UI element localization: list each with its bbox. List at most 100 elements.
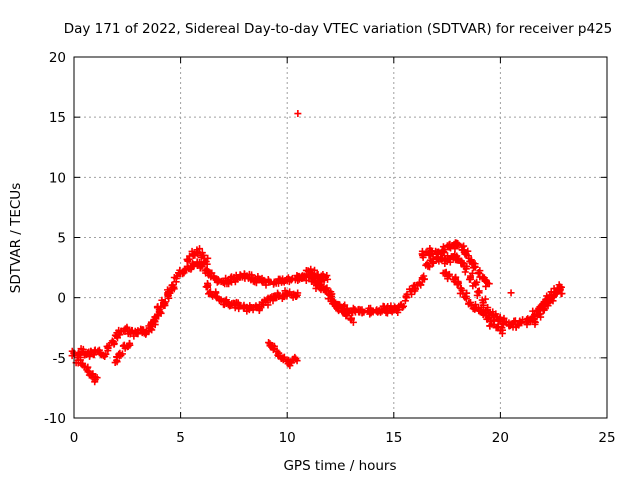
data-point-fill — [95, 346, 103, 354]
data-point-fill — [471, 263, 479, 271]
data-point-fill — [367, 309, 375, 317]
data-point-fill — [298, 272, 306, 280]
y-tick-label: -5 — [53, 351, 66, 367]
data-point-fill — [418, 274, 426, 282]
data-point-fill — [165, 294, 173, 302]
data-point-fill — [466, 275, 474, 283]
data-point-fill — [454, 279, 462, 287]
data-point-fill — [457, 257, 465, 265]
data-point-fill — [343, 309, 351, 317]
x-tick-label: 10 — [279, 430, 296, 446]
data-point-fill — [281, 287, 289, 295]
data-point-fill — [205, 290, 213, 298]
data-point-fill — [329, 300, 337, 308]
data-point-fill — [402, 293, 410, 301]
data-point-fill — [100, 351, 108, 359]
data-point-fill — [440, 248, 448, 256]
data-point-fill — [180, 269, 188, 277]
data-point-fill — [338, 307, 346, 315]
outlier-point — [507, 289, 515, 297]
data-point-fill — [123, 325, 131, 333]
data-point-fill — [243, 307, 251, 315]
outlier-point — [294, 110, 302, 118]
x-tick-label: 20 — [492, 430, 509, 446]
data-point-fill — [410, 282, 418, 290]
data-point-fill — [197, 261, 205, 269]
data-point-fill — [275, 350, 283, 358]
data-point-fill — [304, 267, 312, 275]
data-point-fill — [203, 260, 211, 268]
data-point-fill — [168, 286, 176, 294]
data-point-fill — [462, 263, 470, 271]
data-point-fill — [234, 299, 242, 307]
x-tick-label: 15 — [385, 430, 402, 446]
data-point-fill — [256, 303, 264, 311]
axis-ticks: 0 5 10 15 20 25 -10 -5 0 5 10 15 20 — [44, 50, 616, 446]
chart-title: Day 171 of 2022, Sidereal Day-to-day VTE… — [64, 21, 613, 37]
data-point-fill — [158, 296, 166, 304]
data-point-fill — [375, 307, 383, 315]
data-point-fill — [292, 293, 300, 301]
data-point-fill — [531, 320, 539, 328]
data-point-fill — [487, 317, 495, 325]
data-point-fill — [90, 351, 98, 359]
data-point-fill — [149, 320, 157, 328]
data-point-fill — [492, 310, 500, 318]
data-point-fill — [538, 301, 546, 309]
data-point-fill — [126, 341, 134, 349]
data-point-fill — [94, 347, 102, 355]
data-point-fill — [77, 345, 85, 353]
data-point-fill — [535, 311, 543, 319]
data-point-fill — [358, 309, 366, 317]
data-point-fill — [444, 273, 452, 281]
x-tick-label: 0 — [70, 430, 79, 446]
data-point-fill — [295, 275, 303, 283]
y-tick-label: -10 — [44, 411, 66, 427]
data-point-fill — [316, 284, 324, 292]
data-point-fill — [198, 249, 206, 257]
data-point-fill — [260, 301, 268, 309]
data-point-fill — [433, 254, 441, 262]
data-point-fill — [264, 277, 272, 285]
grid-lines — [74, 57, 607, 418]
data-point-fill — [154, 304, 162, 312]
data-point-fill — [269, 346, 277, 354]
data-points — [68, 110, 566, 386]
data-point-fill — [285, 359, 293, 367]
data-point-fill — [204, 281, 212, 289]
data-point-fill — [93, 374, 101, 382]
data-point-fill — [262, 281, 270, 289]
data-point-fill — [460, 248, 468, 256]
data-point-fill — [498, 329, 506, 337]
data-point-fill — [274, 289, 282, 297]
data-point-fill — [496, 313, 504, 321]
data-point-fill — [465, 299, 473, 307]
data-point-fill — [473, 278, 481, 286]
data-point-fill — [550, 292, 558, 300]
y-tick-label: 0 — [57, 291, 66, 307]
data-point-fill — [172, 278, 180, 286]
data-point-fill — [321, 286, 329, 294]
data-point-fill — [464, 247, 472, 255]
x-axis-label: GPS time / hours — [283, 458, 396, 474]
data-point-fill — [333, 304, 341, 312]
data-point-fill — [423, 260, 431, 268]
data-point-fill — [471, 305, 479, 313]
data-point-fill — [84, 368, 92, 376]
data-point-fill — [219, 278, 227, 286]
data-point-fill — [546, 293, 554, 301]
data-point-fill — [293, 291, 301, 299]
x-tick-label: 5 — [176, 430, 185, 446]
data-point-fill — [157, 309, 165, 317]
data-point-fill — [187, 264, 195, 272]
data-point-fill — [549, 297, 557, 305]
data-point-fill — [411, 287, 419, 295]
x-tick-label: 25 — [598, 430, 615, 446]
data-point-fill — [347, 316, 355, 324]
data-point-fill — [481, 295, 489, 303]
data-point-fill — [457, 285, 465, 293]
y-tick-label: 5 — [57, 231, 66, 247]
data-point-fill — [474, 288, 482, 296]
data-point-fill — [441, 269, 449, 277]
data-point-fill — [283, 292, 291, 300]
